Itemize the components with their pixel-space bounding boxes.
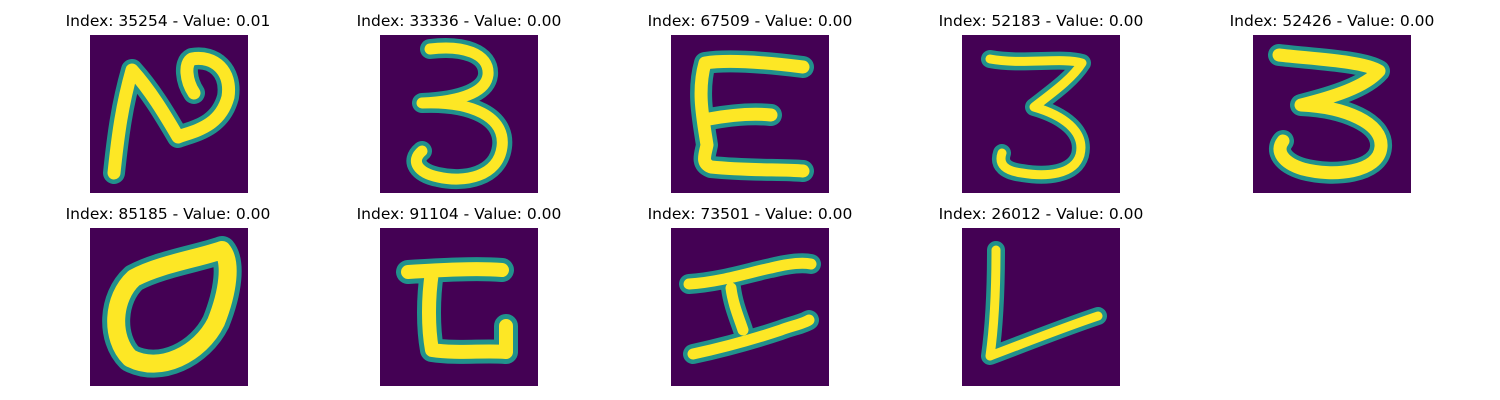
- handwritten-3-image: [380, 35, 538, 193]
- panel-title: Index: 52426 - Value: 0.00: [1229, 12, 1435, 30]
- glyph-panel: [1253, 35, 1411, 193]
- glyph-panel: [962, 35, 1120, 193]
- glyph-panel: [90, 35, 248, 193]
- glyph-panel: [90, 228, 248, 386]
- handwritten-0-image: [90, 228, 248, 386]
- panel-title: Index: 67509 - Value: 0.00: [647, 12, 853, 30]
- handwritten-E-image: [671, 35, 829, 193]
- handwritten-3-image: [1253, 35, 1411, 193]
- handwritten-H-image: [671, 228, 829, 386]
- panel-title: Index: 73501 - Value: 0.00: [647, 205, 853, 223]
- handwritten-E-image: [380, 228, 538, 386]
- glyph-panel: [671, 35, 829, 193]
- panel-title: Index: 91104 - Value: 0.00: [356, 205, 562, 223]
- panel-title: Index: 33336 - Value: 0.00: [356, 12, 562, 30]
- handwritten-3-image: [962, 35, 1120, 193]
- glyph-panel: [962, 228, 1120, 386]
- panel-title: Index: 85185 - Value: 0.00: [65, 205, 271, 223]
- glyph-panel: [380, 228, 538, 386]
- glyph-panel: [380, 35, 538, 193]
- handwritten-N-image: [90, 35, 248, 193]
- panel-title: Index: 35254 - Value: 0.01: [65, 12, 271, 30]
- panel-title: Index: 26012 - Value: 0.00: [938, 205, 1144, 223]
- handwritten-L-image: [962, 228, 1120, 386]
- glyph-panel: [671, 228, 829, 386]
- panel-title: Index: 52183 - Value: 0.00: [938, 12, 1144, 30]
